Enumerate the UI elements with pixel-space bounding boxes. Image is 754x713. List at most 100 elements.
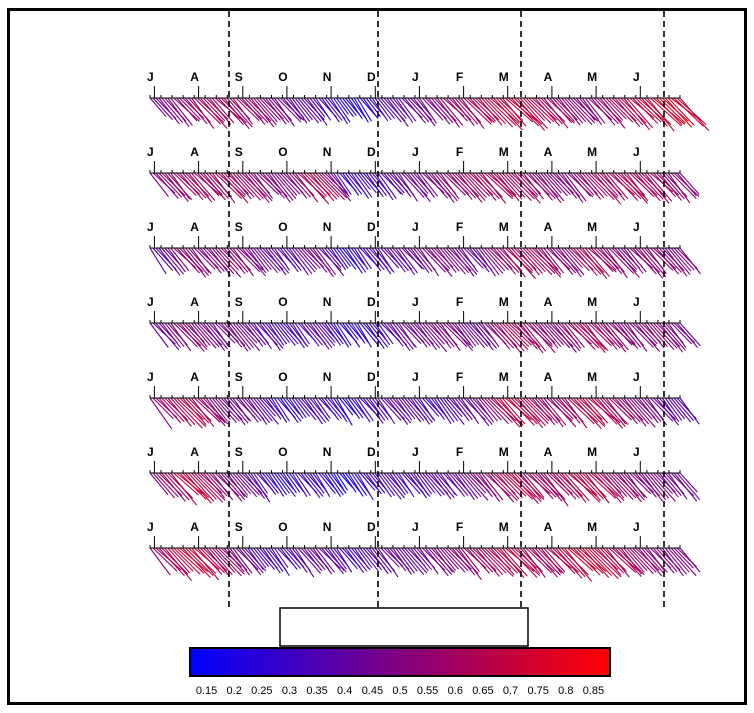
stick bbox=[170, 547, 194, 572]
stick bbox=[490, 322, 515, 349]
panel-sticks bbox=[149, 397, 700, 430]
stick bbox=[543, 397, 567, 426]
stick bbox=[451, 547, 476, 576]
stick bbox=[463, 322, 486, 349]
stick bbox=[401, 322, 422, 344]
stick bbox=[211, 172, 236, 204]
stick bbox=[182, 547, 211, 578]
stick bbox=[324, 322, 342, 346]
month-label: D bbox=[367, 370, 376, 384]
stick bbox=[205, 322, 229, 350]
stick bbox=[561, 472, 587, 503]
stick bbox=[421, 322, 448, 353]
stick bbox=[439, 472, 456, 496]
stick bbox=[389, 472, 406, 496]
stick bbox=[436, 547, 457, 571]
stick bbox=[436, 97, 461, 128]
stick bbox=[614, 397, 639, 425]
month-label: J bbox=[147, 370, 154, 384]
stick bbox=[573, 547, 601, 576]
stick bbox=[386, 397, 409, 425]
stick bbox=[152, 472, 176, 499]
colorbar-tick-labels: 0.15 0.2 0.25 0.3 0.35 0.4 0.45 0.5 0.55 0.6 0.65 0… bbox=[196, 685, 604, 697]
stick bbox=[344, 247, 363, 274]
stick bbox=[664, 547, 687, 575]
stick bbox=[244, 97, 269, 124]
stick bbox=[407, 472, 428, 499]
stick bbox=[546, 172, 568, 197]
month-label: A bbox=[190, 145, 199, 159]
stick bbox=[646, 172, 673, 202]
stick bbox=[161, 322, 182, 349]
month-label: F bbox=[456, 70, 463, 84]
stick bbox=[451, 397, 470, 422]
stick bbox=[315, 172, 340, 198]
stick bbox=[478, 547, 504, 576]
stick bbox=[504, 97, 534, 123]
stick bbox=[194, 97, 222, 125]
panel-sticks bbox=[149, 472, 701, 507]
stick bbox=[312, 247, 334, 278]
stick bbox=[460, 472, 482, 498]
stick bbox=[552, 472, 577, 500]
stick bbox=[259, 472, 277, 496]
stick bbox=[173, 472, 199, 496]
stick bbox=[614, 547, 642, 577]
month-label: M bbox=[499, 295, 509, 309]
stick bbox=[641, 247, 667, 277]
stick bbox=[362, 247, 382, 272]
stick bbox=[176, 247, 200, 274]
stick bbox=[617, 322, 639, 350]
stick bbox=[185, 247, 210, 276]
stick bbox=[638, 172, 664, 200]
stick bbox=[555, 322, 581, 352]
stick bbox=[386, 247, 406, 273]
stick bbox=[380, 247, 400, 269]
stick bbox=[241, 397, 262, 422]
stick bbox=[439, 247, 460, 272]
stick bbox=[262, 472, 279, 494]
stick bbox=[451, 97, 475, 126]
stick bbox=[561, 172, 584, 203]
stick bbox=[179, 97, 201, 121]
stick bbox=[235, 97, 260, 122]
stick bbox=[377, 97, 396, 119]
stick bbox=[265, 97, 287, 125]
month-label: J bbox=[147, 220, 154, 234]
stick bbox=[365, 472, 382, 495]
stick bbox=[427, 247, 453, 277]
stick bbox=[638, 247, 664, 279]
stick bbox=[285, 472, 301, 493]
stick bbox=[519, 547, 543, 573]
stick bbox=[510, 247, 534, 272]
stick bbox=[321, 547, 344, 575]
stick bbox=[581, 247, 608, 280]
stick bbox=[451, 247, 475, 277]
stick bbox=[587, 172, 615, 201]
stick bbox=[191, 97, 215, 129]
stick bbox=[460, 172, 486, 201]
stick bbox=[543, 547, 566, 573]
month-label: O bbox=[278, 70, 287, 84]
stick bbox=[353, 397, 371, 423]
month-label: J bbox=[633, 70, 640, 84]
stick bbox=[324, 397, 343, 420]
stick bbox=[356, 472, 374, 501]
stick bbox=[472, 322, 494, 351]
stick bbox=[253, 397, 273, 422]
stick bbox=[220, 472, 246, 500]
stick bbox=[167, 547, 191, 574]
stick bbox=[457, 172, 483, 203]
stick bbox=[410, 547, 429, 572]
stick bbox=[626, 97, 654, 129]
stick bbox=[282, 397, 302, 422]
stick bbox=[564, 547, 593, 582]
stick bbox=[164, 172, 189, 202]
stick bbox=[667, 547, 690, 573]
stick bbox=[182, 322, 208, 350]
stick bbox=[300, 247, 321, 269]
colorbar-tick: 0.8 bbox=[558, 685, 573, 697]
stick bbox=[238, 397, 259, 423]
stick bbox=[205, 172, 230, 199]
stick bbox=[652, 472, 674, 495]
